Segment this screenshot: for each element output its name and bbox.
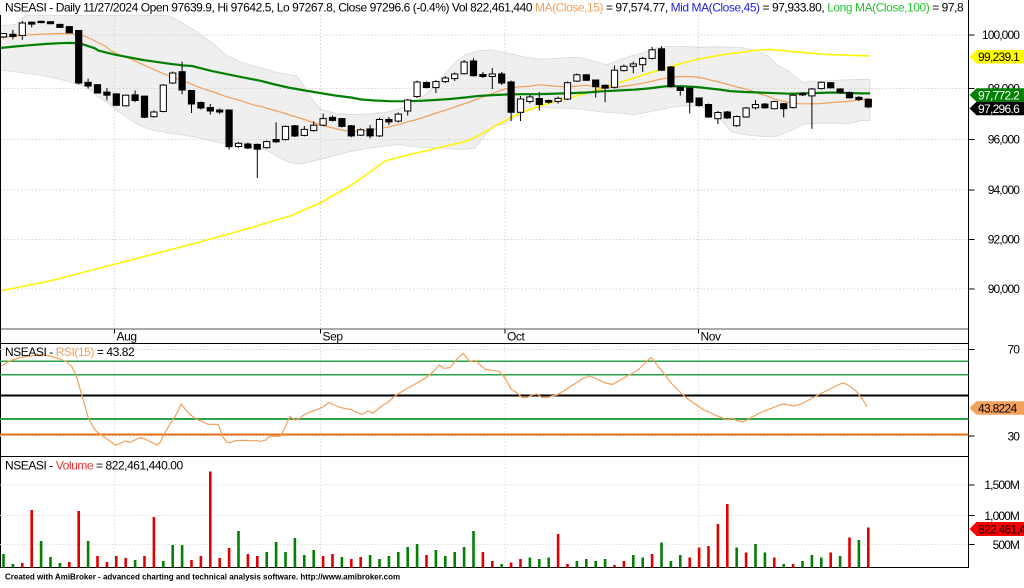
svg-text:NSEASI - RSI(15) = 43.82: NSEASI - RSI(15) = 43.82: [5, 345, 135, 359]
svg-text:96,000: 96,000: [988, 133, 1021, 147]
svg-text:92,000: 92,000: [988, 233, 1021, 247]
svg-text:1,500M: 1,500M: [984, 478, 1020, 492]
svg-text:Nov: Nov: [701, 330, 722, 344]
svg-text:94,000: 94,000: [988, 183, 1021, 197]
svg-text:97,296.6: 97,296.6: [978, 102, 1020, 116]
svg-text:30: 30: [1007, 429, 1020, 443]
svg-text:Oct: Oct: [507, 330, 526, 344]
svg-text:822,461,4: 822,461,4: [978, 522, 1024, 536]
svg-text:97,772.2: 97,772.2: [978, 88, 1020, 102]
svg-text:Created with AmiBroker - advan: Created with AmiBroker - advanced charti…: [5, 573, 400, 582]
svg-text:500M: 500M: [993, 538, 1020, 552]
svg-text:43.8224: 43.8224: [978, 401, 1018, 415]
svg-text:Sep: Sep: [323, 330, 344, 344]
svg-text:90,000: 90,000: [988, 282, 1021, 296]
svg-text:1,000M: 1,000M: [984, 509, 1020, 523]
svg-text:70: 70: [1007, 343, 1020, 357]
svg-text:Aug: Aug: [117, 330, 137, 344]
svg-text:99,239.1: 99,239.1: [978, 50, 1020, 64]
svg-text:NSEASI - Daily 11/27/2024 Open: NSEASI - Daily 11/27/2024 Open 97639.9, …: [5, 1, 964, 15]
svg-text:100,000: 100,000: [982, 28, 1020, 42]
svg-text:NSEASI - Volume = 822,461,440.: NSEASI - Volume = 822,461,440.00: [5, 459, 184, 473]
